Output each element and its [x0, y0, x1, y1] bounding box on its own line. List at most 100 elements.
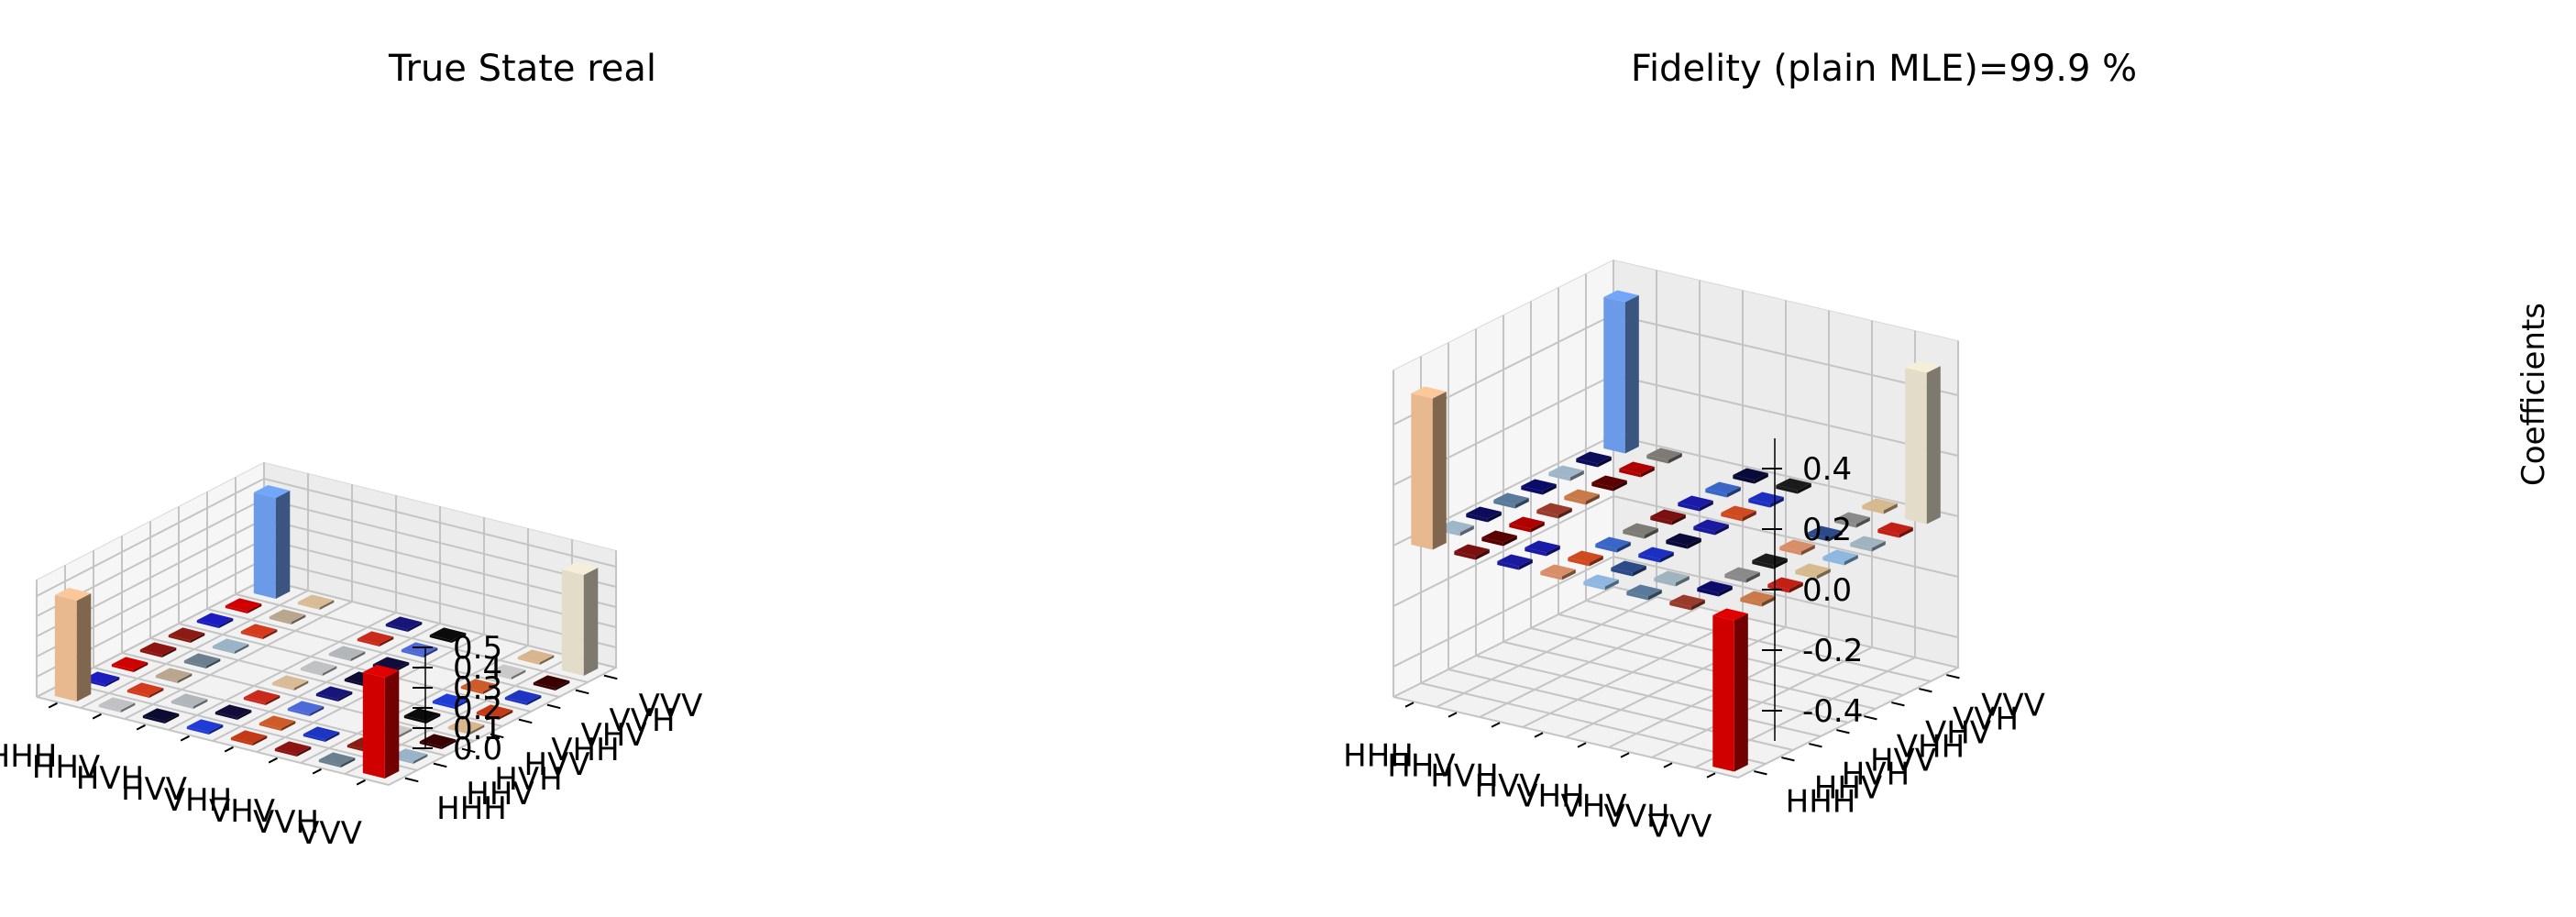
bar-top-face [1693, 519, 1729, 532]
flat-bar [1466, 506, 1502, 523]
bar-front-face [1877, 529, 1899, 538]
bar-top-face [274, 741, 312, 755]
chart-fidelity: Fidelity (plain MLE)=99.9 % -0.4 -0.2 0.0 0… [1343, 48, 2552, 845]
bar-front-face [1779, 547, 1801, 556]
bar-front-face [155, 675, 178, 683]
bar-side-face [1585, 494, 1600, 505]
flat-bar [403, 708, 441, 724]
flat-bar [155, 668, 193, 683]
y-tick-label: HHH [1786, 784, 1856, 821]
bar-top-face [54, 588, 92, 601]
bar-side-face [1816, 569, 1831, 580]
bar-side-face [1569, 470, 1584, 481]
bar-front-face [297, 602, 320, 610]
bar-front-face [344, 679, 367, 687]
x-tick [1706, 772, 1716, 779]
bar-side-face [1632, 566, 1646, 577]
flat-bar [1669, 594, 1705, 611]
bar-side-face [1546, 546, 1560, 557]
bar-front-face [1521, 486, 1543, 495]
bar-top-face [1654, 570, 1690, 583]
bar-front-face [111, 664, 134, 672]
bar-front-face [1795, 570, 1817, 580]
bar-top-face [171, 693, 208, 707]
bar-front-face [517, 657, 540, 665]
bar-side-face [177, 673, 193, 683]
y-tick [1836, 729, 1850, 735]
bar-front-face [1666, 540, 1688, 549]
bar-top-face [561, 562, 599, 575]
bar-top-face [83, 671, 120, 685]
bar-top-face [1776, 478, 1811, 491]
bar-top-face [533, 675, 570, 689]
bar-front-face [171, 701, 193, 709]
flat-bar [1767, 577, 1803, 593]
bar-top-face [1536, 503, 1572, 515]
bar-side-face [1699, 501, 1713, 512]
y-tick [1781, 757, 1795, 762]
flat-bar [240, 624, 278, 639]
bar-front-face [1454, 551, 1476, 560]
bar-side-face [1475, 549, 1490, 560]
bar-front-face [243, 697, 266, 705]
bar-side-face [1726, 487, 1741, 498]
bar-front-face [1693, 526, 1715, 536]
flat-bar [1795, 563, 1831, 580]
bar-top-face [1548, 465, 1584, 478]
bar-top-face [1626, 584, 1662, 597]
y-tick [1919, 688, 1932, 693]
bar-side-face [1769, 497, 1784, 508]
bar-front-face [1611, 568, 1633, 577]
bar-top-face [1650, 509, 1686, 522]
bar-HHH-HHH [54, 588, 92, 702]
y-tick [1864, 715, 1877, 721]
x-tick-label: VHV [209, 793, 275, 830]
grid-lines [1393, 260, 1959, 779]
flat-bar [127, 682, 164, 698]
flat-bar [1638, 547, 1674, 563]
bar-top-face [1669, 594, 1705, 607]
flat-bar [1525, 540, 1560, 557]
bar-side-face [413, 754, 428, 764]
bar-top-face [215, 704, 252, 718]
bar-top-face [253, 485, 291, 498]
flat-bar [1576, 451, 1612, 468]
grid-line-y [1503, 641, 1849, 724]
flat-bar [183, 653, 221, 668]
bar-side-face [425, 713, 441, 724]
bar-side-face [1640, 467, 1655, 478]
bar-side-face [583, 568, 599, 676]
z-axis-label: Coefficients [2515, 303, 2552, 486]
bar-side-face [105, 677, 120, 687]
flat-bar [1779, 539, 1815, 556]
bar-top-face [230, 730, 268, 744]
bar-top-face [271, 675, 309, 689]
bar-top-face [1595, 536, 1631, 549]
y-tick-label: VHV [1925, 715, 1991, 752]
bar-top-face [318, 752, 356, 766]
bar-front-face [168, 635, 191, 643]
bar-top-face [243, 690, 281, 703]
y-tick-label: VVV [1981, 688, 2045, 724]
flat-bar [287, 701, 325, 716]
bar-side-face [1714, 525, 1729, 536]
flat-bar [1536, 503, 1572, 519]
flat-bar [212, 638, 249, 654]
flat-bar [476, 704, 513, 720]
bar-front-face [1619, 469, 1641, 478]
flat-bar [171, 693, 208, 709]
z-tick-label: 0.5 [453, 630, 502, 667]
bar-side-face [1530, 522, 1545, 533]
bar-top-face [1697, 580, 1733, 593]
bar-front-face [385, 624, 408, 632]
y-tick [1809, 743, 1822, 748]
bar-top-face [212, 638, 249, 652]
bar-top-face [1822, 549, 1858, 562]
bar-side-face [309, 706, 325, 716]
y-tick-label: VVH [609, 702, 675, 739]
bar-side-face [319, 600, 335, 610]
bar-front-face [1626, 591, 1648, 601]
flat-bar [1721, 505, 1756, 522]
bar-top-face [1564, 489, 1600, 502]
